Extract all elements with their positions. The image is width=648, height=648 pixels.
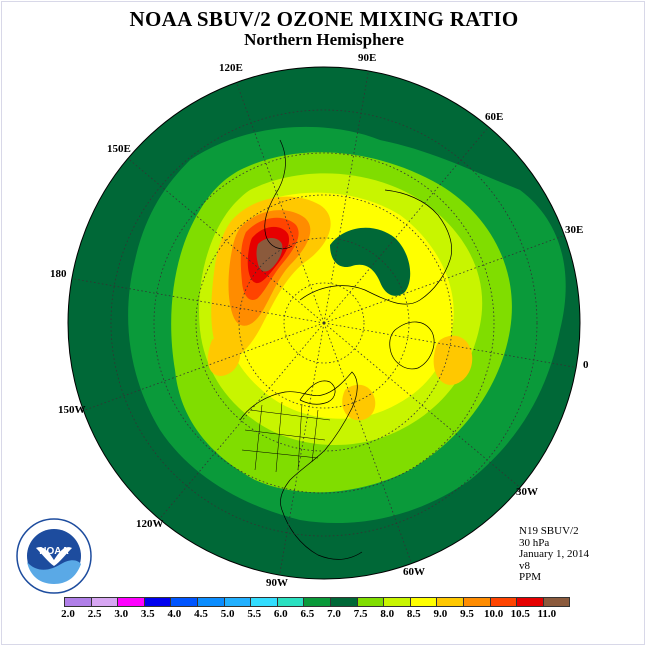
map-subtitle: Northern Hemisphere (244, 30, 404, 49)
colorbar-tick-label: 6.0 (273, 608, 288, 620)
coastline-north-america (239, 371, 358, 511)
colorbar-swatch (143, 597, 172, 607)
coastline-eurasia (299, 189, 452, 305)
lon-label-150w: 150W (58, 404, 86, 416)
coastline-mexico (281, 509, 363, 560)
lon-label-120e: 120E (219, 62, 243, 74)
colorbar-tick-label: 4.5 (194, 608, 208, 620)
meridian-line (323, 322, 521, 488)
lon-label-90w: 90W (266, 577, 288, 589)
noaa-logo: NOAA (16, 518, 92, 594)
logo-text: NOAA (39, 546, 68, 557)
meridian-line (279, 322, 325, 576)
lon-label-60w: 60W (403, 566, 425, 578)
ozone-field (68, 67, 580, 579)
info-units: PPM (519, 571, 542, 583)
map-title: NOAA SBUV/2 OZONE MIXING RATIO (129, 7, 519, 31)
colorbar (64, 597, 571, 607)
colorbar-swatch (383, 597, 411, 607)
meridian-line (323, 70, 369, 324)
colorbar-swatch (436, 597, 464, 607)
colorbar-swatch (117, 597, 145, 607)
map-boundary (67, 66, 581, 580)
colorbar-swatch (542, 597, 571, 607)
colorbar-tick-label: 9.0 (433, 608, 448, 620)
info-pressure: 30 hPa (519, 536, 550, 549)
lon-label-60e: 60E (485, 111, 504, 123)
coastlines (239, 139, 452, 560)
colorbar-swatch (516, 597, 544, 607)
coastline-hudson (299, 380, 336, 405)
lon-label-30w: 30W (516, 486, 538, 498)
meridian-line (323, 322, 577, 368)
colorbar-ticks: 2.0 2.5 3.0 3.5 4.0 4.5 5.0 5.5 6.0 6.5 7.0 7.5 8.0 8… (0, 608, 648, 622)
graticule (71, 70, 577, 576)
colorbar-swatch (276, 597, 305, 607)
colorbar-tick-label: 10.0 (483, 608, 504, 620)
colorbar-tick-label: 2.0 (61, 608, 75, 620)
lon-label-180: 180 (50, 268, 67, 280)
info-version: v8 (519, 559, 530, 572)
colorbar-tick-label: 8.5 (406, 608, 421, 620)
coastline-asia-east (264, 139, 293, 250)
colorbar-swatch (170, 597, 198, 607)
meridian-line (159, 322, 325, 520)
colorbar-tick-label: 9.5 (460, 608, 474, 620)
meridian-line (83, 322, 325, 411)
colorbar-swatch (64, 597, 92, 607)
field-orange-south (342, 384, 376, 421)
lon-label-150e: 150E (107, 143, 131, 155)
field-brown (256, 238, 283, 272)
colorbar-tick-label: 7.5 (353, 608, 368, 620)
info-date: January 1, 2014 (519, 548, 589, 560)
lon-label-30e: 30E (565, 224, 584, 236)
lon-label-90e: 90E (358, 52, 377, 64)
colorbar-tick-label: 5.5 (247, 608, 262, 620)
colorbar-tick-label: 4.0 (167, 608, 182, 620)
info-instrument: N19 SBUV/2 (519, 525, 579, 537)
meridian-line (323, 235, 565, 324)
meridian-line (127, 158, 325, 324)
meridian-line (323, 126, 489, 324)
colorbar-swatch (462, 597, 491, 607)
us-state-grid (241, 401, 331, 473)
info-block: N19 SBUV/2 30 hPa January 1, 2014 v8 PPM (519, 525, 589, 584)
colorbar-swatch (489, 597, 518, 607)
field-green-pocket (330, 227, 411, 296)
colorbar-tick-label: 6.5 (300, 608, 315, 620)
lon-label-120w: 120W (136, 518, 164, 530)
colorbar-tick-label: 10.5 (510, 608, 530, 620)
colorbar-tick-label: 8.0 (380, 608, 395, 620)
lon-label-0: 0 (583, 359, 589, 371)
field-orange-west (207, 335, 241, 376)
colorbar-swatch (329, 597, 358, 607)
colorbar-tick-label: 3.5 (140, 608, 155, 620)
colorbar-swatch (250, 597, 278, 607)
logo-gull (36, 547, 72, 566)
colorbar-swatch (356, 597, 385, 607)
colorbar-tick-label: 11.0 (537, 608, 557, 620)
colorbar-swatch (409, 597, 438, 607)
field-orange-east (433, 335, 473, 385)
colorbar-tick-label: 3.0 (114, 608, 129, 620)
colorbar-swatch (196, 597, 225, 607)
meridian-line (323, 322, 412, 564)
colorbar-swatch (223, 597, 252, 607)
colorbar-swatch (90, 597, 119, 607)
colorbar-swatch (303, 597, 331, 607)
meridian-line (236, 82, 325, 324)
colorbar-tick-label: 5.0 (220, 608, 235, 620)
colorbar-tick-label: 7.0 (327, 608, 341, 620)
coastline-greenland (389, 321, 435, 370)
meridian-line (71, 278, 325, 324)
colorbar-tick-label: 2.5 (87, 608, 102, 620)
